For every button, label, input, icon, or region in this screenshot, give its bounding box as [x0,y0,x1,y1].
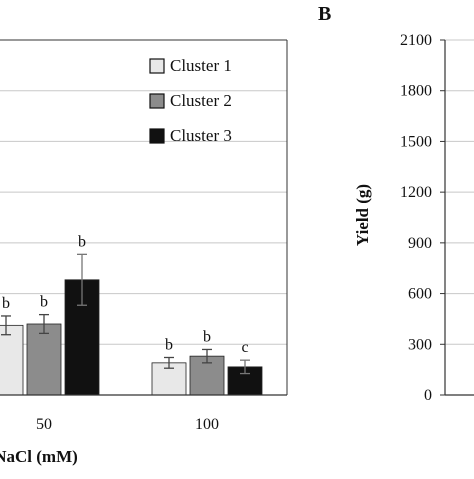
panel-a-bars [0,279,263,396]
bar-cluster-2-50 [26,323,62,396]
legend-swatch-cluster-1 [149,58,165,74]
panel-a-error-bars [1,253,250,375]
y-tick-label: 1800 [400,83,432,100]
y-tick-label: 0 [424,387,432,404]
legend-label-cluster-3: Cluster 3 [170,126,232,145]
y-tick-label: 2100 [400,32,432,49]
panel-b-letter: B [318,3,331,25]
y-tick-label: 1500 [400,133,432,150]
legend-label-cluster-2: Cluster 2 [170,91,232,110]
panel-a-x-tick-labels: 50 100 [36,416,219,433]
significance-label: b [2,295,10,312]
panel-a-x-axis-title: NaCl (mM) [0,447,78,466]
legend-label-cluster-1: Cluster 1 [170,56,232,75]
panel-b-y-axis-title: Yield (g) [353,184,372,246]
y-tick-label: 1200 [400,184,432,201]
panel-b-y-tick-labels: 0 300 600 900 1200 1500 1800 2100 [400,32,432,404]
panel-a-significance-labels: b b b b b c [2,233,249,356]
y-tick-label: 900 [408,235,432,252]
legend-swatch-cluster-3 [149,128,165,144]
x-tick-label: 50 [36,416,52,433]
y-tick-label: 300 [408,336,432,353]
significance-label: b [203,328,211,345]
legend: Cluster 1 Cluster 2 Cluster 3 [149,56,232,145]
significance-label: b [165,336,173,353]
panel-b-gridlines [440,39,474,396]
x-tick-label: 100 [195,416,219,433]
bar-cluster-1-50 [0,324,24,396]
panel-b: B 0 300 600 900 1200 1500 1800 2100 Yield (g) [318,3,474,404]
significance-label: b [40,294,48,311]
y-tick-label: 600 [408,286,432,303]
significance-label: c [241,339,248,356]
legend-swatch-cluster-2 [149,93,165,109]
significance-label: b [78,233,86,250]
panel-a: b b b b b c 50 100 NaCl (mM) Cluster 1 Cluster… [0,39,288,466]
